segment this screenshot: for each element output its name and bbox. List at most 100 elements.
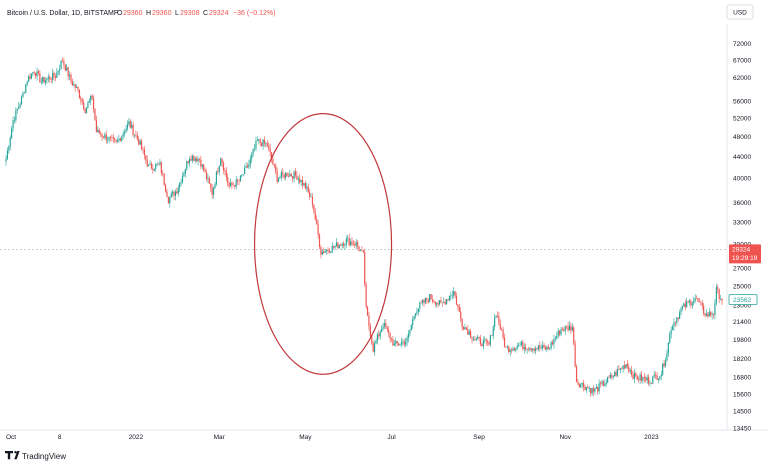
candle (256, 136, 258, 142)
candle (543, 343, 545, 349)
candle (126, 120, 129, 132)
candle (573, 325, 575, 346)
candle (53, 71, 55, 81)
candle (26, 80, 28, 87)
candle (383, 319, 386, 329)
candle (662, 363, 664, 377)
candle (389, 332, 391, 343)
candle (47, 73, 49, 83)
y-tick-label: 44000 (733, 154, 751, 161)
candle (357, 240, 359, 249)
candle (347, 234, 349, 243)
current-price-badge: 29324 19:29:19 (729, 244, 761, 264)
candle (690, 299, 692, 309)
candle (453, 287, 455, 299)
candle (167, 196, 170, 204)
candle (622, 365, 624, 373)
x-tick-label: Mar (214, 434, 226, 441)
candle (212, 186, 215, 199)
candle (210, 183, 212, 193)
candle (495, 315, 497, 318)
candle (174, 189, 177, 201)
candle (179, 182, 181, 193)
candle (443, 297, 445, 304)
candle (417, 308, 419, 316)
candle (74, 83, 76, 92)
candle (373, 340, 376, 357)
candle (717, 284, 719, 294)
annotation-ellipse[interactable] (253, 113, 393, 375)
candle (146, 155, 148, 168)
candle (468, 328, 470, 336)
chart-header: Bitcoin / U.S. Dollar, 1D, BITSTAMP O 29… (7, 10, 275, 17)
candle (431, 294, 434, 304)
candle (118, 134, 120, 143)
candle (386, 326, 388, 333)
currency-button[interactable]: USD (726, 4, 754, 20)
candle (94, 108, 96, 121)
candle (645, 375, 647, 383)
candle (340, 243, 342, 246)
candle (150, 161, 153, 170)
candle (311, 193, 314, 209)
candle (19, 102, 21, 109)
candle (412, 316, 414, 329)
candle (77, 86, 79, 93)
tradingview-logo[interactable]: TradingView (5, 451, 66, 461)
candle (719, 294, 722, 301)
candle (523, 343, 525, 354)
candle (88, 98, 90, 103)
candle (198, 158, 201, 163)
candle (85, 107, 88, 114)
candle (382, 322, 384, 331)
x-tick-label: Nov (559, 434, 571, 441)
candle (631, 365, 633, 378)
candle (92, 95, 95, 114)
candle (642, 376, 644, 385)
candle (502, 326, 504, 340)
candle (135, 130, 137, 138)
candle (241, 174, 243, 178)
candle (558, 330, 561, 337)
candle (653, 370, 655, 379)
candle (492, 324, 494, 340)
candle (276, 167, 278, 184)
candle (410, 323, 412, 331)
candle (102, 135, 105, 139)
candle (498, 312, 500, 326)
candle (518, 342, 520, 348)
candle (304, 180, 306, 190)
candle (183, 171, 185, 178)
candle (583, 379, 585, 392)
candle (101, 132, 103, 141)
candle (494, 313, 496, 331)
candle (273, 163, 275, 169)
time-axis[interactable]: Oct 8 2022 Mar May Jul Sep Nov 2023 (6, 434, 659, 441)
candle (426, 297, 428, 305)
candle (701, 299, 703, 310)
candle (184, 168, 186, 178)
candle (691, 301, 693, 309)
candle (148, 164, 150, 167)
candle (659, 376, 661, 381)
candle (550, 340, 552, 351)
candle (194, 156, 196, 164)
candle (424, 297, 427, 305)
candle (327, 247, 329, 255)
candle (557, 327, 559, 339)
candle (605, 378, 607, 387)
y-tick-label: 13450 (733, 426, 751, 433)
candle (249, 155, 251, 169)
candle (369, 323, 371, 337)
candle (568, 321, 571, 331)
candle (145, 155, 147, 164)
candle (170, 191, 172, 199)
candle (37, 69, 40, 76)
candle (454, 291, 456, 299)
price-axis[interactable]: 72000 67000 62000 56000 52000 48000 44000 40000… (733, 41, 751, 433)
candle (255, 136, 257, 152)
candle (33, 70, 35, 76)
candle (12, 116, 14, 132)
candle (196, 156, 198, 163)
